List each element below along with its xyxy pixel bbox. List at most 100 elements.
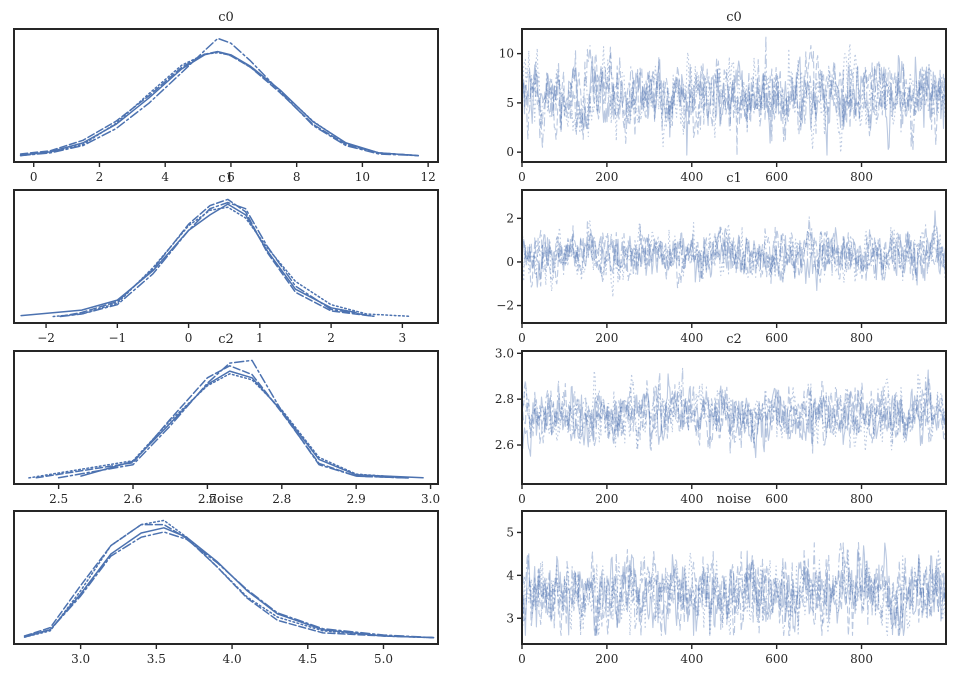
y-tick-label: 5	[506, 96, 514, 110]
trace-line-chain-2	[522, 372, 946, 450]
x-tick-label: 8	[293, 170, 301, 184]
subplot-trace-c0: c0 0 200 400 600 800 0 5 10	[499, 10, 947, 184]
x-tick-label: 600	[765, 170, 788, 184]
x-tick-label: 200	[595, 170, 618, 184]
axes-frame	[521, 28, 947, 163]
subplot-title: c0	[218, 10, 234, 25]
x-tick-label: 1	[256, 331, 264, 345]
trace-line-chain-0	[522, 542, 946, 636]
trace-line-chain-1	[522, 370, 946, 452]
subplot-title: noise	[209, 492, 244, 507]
density-line-chain-0	[20, 203, 357, 317]
density-line-chain-2	[52, 206, 411, 318]
axes-frame	[521, 350, 947, 485]
axes-frame	[13, 510, 439, 645]
density-line-chain-1	[23, 523, 435, 639]
density-line-chain-1	[35, 365, 409, 479]
density-line-chain-1	[19, 50, 420, 157]
trace-line-chain-0	[522, 369, 946, 459]
x-tick-label: 4	[161, 170, 169, 184]
trace-line-chain-3	[522, 542, 946, 636]
density-line-chain-0	[19, 50, 420, 157]
density-line-chain-3	[57, 359, 409, 479]
x-tick-label: 200	[595, 652, 618, 666]
axes-frame	[521, 510, 947, 645]
x-tick-label: −2	[37, 331, 55, 345]
subplot-title: c0	[726, 10, 742, 25]
y-tick-label: 0	[506, 145, 514, 159]
subplot-density-noise: noise 3.0 3.5 4.0 4.5 5.0	[13, 492, 439, 666]
density-line-chain-3	[23, 531, 435, 639]
x-tick-label: 400	[680, 492, 703, 506]
x-tick-label: 6	[227, 170, 235, 184]
density-line-chain-2	[28, 373, 409, 479]
density-line-chain-2	[19, 51, 420, 157]
x-tick-label: 200	[595, 331, 618, 345]
axes-frame	[13, 350, 439, 485]
subplot-title: noise	[717, 492, 752, 507]
subplot-density-c0: c0 0 2 4 6 8 10 12	[13, 10, 439, 184]
x-tick-label: 0	[518, 652, 526, 666]
x-tick-label: 0	[185, 331, 193, 345]
y-tick-label: 3.0	[495, 346, 514, 360]
x-tick-label: 12	[420, 170, 435, 184]
x-tick-label: 200	[595, 492, 618, 506]
plot-area	[28, 359, 424, 479]
axes-frame	[13, 189, 439, 324]
density-line-chain-3	[19, 37, 420, 157]
subplot-density-c2: c2 2.5 2.6 2.7 2.8 2.9 3.0	[13, 332, 440, 506]
x-tick-label: 400	[680, 652, 703, 666]
x-tick-label: 2.5	[49, 492, 68, 506]
density-line-chain-1	[59, 198, 375, 318]
trace-line-chain-1	[522, 219, 946, 298]
x-tick-label: 2	[96, 170, 104, 184]
y-tick-label: 0	[506, 255, 514, 269]
y-tick-label: 4	[506, 568, 514, 582]
x-tick-label: 800	[850, 331, 873, 345]
trace-line-chain-2	[522, 542, 946, 636]
subplot-title: c1	[218, 171, 234, 186]
y-tick-label: 3	[506, 611, 514, 625]
x-tick-label: 2.7	[198, 492, 217, 506]
x-tick-label: 3.0	[71, 652, 90, 666]
axes-frame	[521, 189, 947, 324]
plot-area	[522, 210, 946, 298]
y-tick-label: 10	[499, 47, 514, 61]
x-tick-label: 600	[765, 652, 788, 666]
subplot-title: c1	[726, 171, 742, 186]
x-tick-label: 800	[850, 492, 873, 506]
density-line-chain-2	[23, 519, 435, 639]
x-tick-label: 10	[355, 170, 370, 184]
axes-frame	[13, 28, 439, 163]
subplot-trace-c2: c2 0 200 400 600 800 2.6 2.8 3.0	[495, 332, 947, 506]
trace-line-chain-0	[522, 54, 946, 156]
y-tick-label: 5	[506, 525, 514, 539]
x-tick-label: 4.5	[298, 652, 317, 666]
trace-line-chain-3	[522, 367, 946, 455]
density-line-chain-0	[80, 370, 424, 479]
x-tick-label: 800	[850, 652, 873, 666]
subplot-title: c2	[218, 332, 234, 347]
x-tick-label: 3.0	[421, 492, 440, 506]
trace-line-chain-3	[522, 216, 946, 284]
x-tick-label: 2.9	[347, 492, 366, 506]
x-tick-label: 2	[327, 331, 335, 345]
trace-line-chain-3	[522, 35, 946, 152]
x-tick-label: 0	[30, 170, 38, 184]
trace-line-chain-0	[522, 210, 946, 292]
x-tick-label: 800	[850, 170, 873, 184]
y-tick-label: −2	[496, 299, 514, 313]
x-tick-label: 5.0	[374, 652, 393, 666]
y-tick-label: 2	[506, 211, 514, 225]
density-line-chain-3	[59, 201, 375, 318]
x-tick-label: 600	[765, 331, 788, 345]
x-tick-label: 3	[399, 331, 407, 345]
trace-line-chain-2	[522, 44, 946, 156]
plot-area	[23, 519, 435, 639]
x-tick-label: 600	[765, 492, 788, 506]
x-tick-label: 0	[518, 170, 526, 184]
x-tick-label: 0	[518, 331, 526, 345]
trace-line-chain-2	[522, 223, 946, 289]
x-tick-label: 2.8	[272, 492, 291, 506]
